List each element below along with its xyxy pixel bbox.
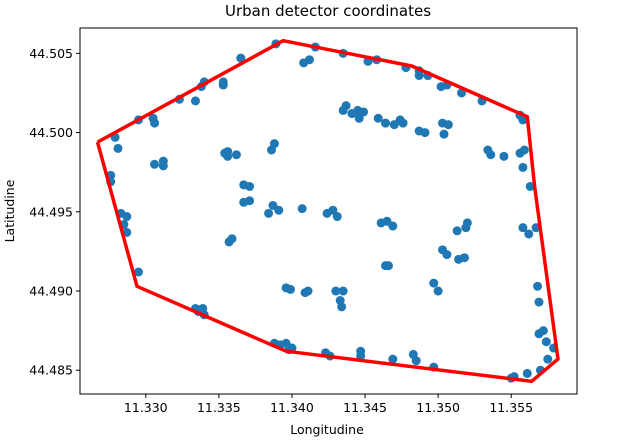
- data-point: [518, 162, 528, 172]
- data-point: [538, 326, 548, 336]
- data-point: [150, 159, 160, 169]
- data-point: [218, 77, 228, 87]
- chart-title: Urban detector coordinates: [225, 2, 431, 20]
- y-tick-label: 44.485: [29, 363, 73, 378]
- data-point: [388, 221, 398, 231]
- data-points: [106, 39, 559, 383]
- data-point: [331, 286, 341, 296]
- data-point: [223, 147, 233, 157]
- data-point: [231, 150, 241, 160]
- data-point: [499, 151, 509, 161]
- data-point: [439, 129, 449, 139]
- data-point: [332, 212, 342, 222]
- data-point: [383, 261, 393, 271]
- data-point: [122, 212, 132, 222]
- data-point: [442, 250, 452, 260]
- data-point: [264, 208, 274, 218]
- x-axis-label: Longitudine: [290, 422, 364, 437]
- x-tick-label: 11.345: [343, 400, 387, 415]
- data-point: [388, 354, 398, 364]
- x-tick-label: 11.335: [197, 400, 241, 415]
- data-point: [429, 278, 439, 288]
- data-point: [328, 205, 338, 215]
- data-point: [519, 145, 529, 155]
- hull-line: [95, 38, 560, 384]
- data-point: [408, 349, 418, 359]
- x-tick-label: 11.340: [270, 400, 314, 415]
- data-point: [459, 253, 469, 263]
- y-tick-label: 44.505: [29, 46, 73, 61]
- data-point: [525, 181, 535, 191]
- data-point: [133, 267, 143, 277]
- x-tick-label: 11.355: [489, 400, 533, 415]
- data-point: [398, 118, 408, 128]
- data-point: [227, 234, 237, 244]
- data-point: [414, 71, 424, 81]
- y-axis: 44.485 44.490 44.495 44.500 44.505: [29, 46, 80, 378]
- data-point: [245, 196, 255, 206]
- data-point: [304, 55, 314, 65]
- y-axis-label: Latitudine: [2, 179, 17, 242]
- data-point: [373, 113, 383, 123]
- x-tick-label: 11.330: [124, 400, 168, 415]
- convex-hull: [95, 38, 560, 384]
- data-point: [281, 283, 291, 293]
- data-point: [541, 337, 551, 347]
- data-point: [354, 113, 364, 123]
- data-point: [150, 118, 160, 128]
- x-axis: 11.330 11.335 11.340 11.345 11.350 11.355: [124, 394, 533, 415]
- data-point: [337, 302, 347, 312]
- data-point: [522, 368, 532, 378]
- data-point: [452, 226, 462, 236]
- data-point: [190, 96, 200, 106]
- y-tick-label: 44.490: [29, 284, 73, 299]
- data-point: [518, 223, 528, 233]
- data-point: [356, 346, 366, 356]
- y-tick-label: 44.500: [29, 125, 73, 140]
- data-point: [245, 181, 255, 191]
- data-point: [297, 204, 307, 214]
- data-point: [433, 286, 443, 296]
- plot-frame: [79, 27, 578, 395]
- data-point: [461, 223, 471, 233]
- data-point: [113, 143, 123, 153]
- data-point: [524, 229, 534, 239]
- data-point: [381, 118, 391, 128]
- data-point: [359, 107, 369, 117]
- data-point: [274, 205, 284, 215]
- data-point: [420, 128, 430, 138]
- data-point: [543, 354, 553, 364]
- x-tick-label: 11.350: [416, 400, 460, 415]
- data-point: [269, 139, 279, 149]
- data-point: [158, 156, 168, 166]
- data-point: [534, 297, 544, 307]
- y-tick-label: 44.495: [29, 204, 73, 219]
- data-point: [486, 150, 496, 160]
- data-point: [533, 281, 543, 291]
- data-point: [236, 53, 246, 63]
- data-point: [341, 101, 351, 111]
- data-point: [300, 288, 310, 298]
- data-point: [338, 286, 348, 296]
- data-point: [443, 120, 453, 130]
